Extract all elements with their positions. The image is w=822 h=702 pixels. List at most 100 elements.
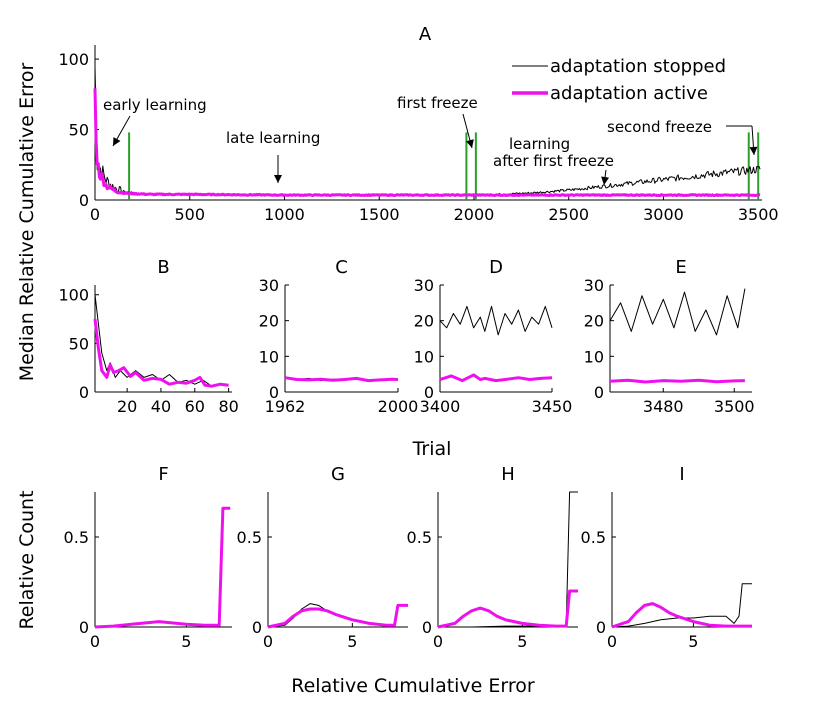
x-tick-label: 0 — [90, 632, 100, 651]
panel-f: F 0 5 0 0.5 — [64, 464, 232, 651]
y-tick-label: 20 — [414, 312, 434, 331]
y-tick-label: 0 — [79, 618, 89, 637]
panel-b: B 20 40 60 80 0 50 100 — [58, 257, 238, 416]
bottom-x-axis-label: Relative Cumulative Error — [291, 675, 535, 697]
x-tick-label: 60 — [185, 397, 205, 416]
panel-i-title: I — [679, 464, 684, 485]
y-tick-label: 0.5 — [64, 528, 89, 547]
y-tick-label: 10 — [584, 347, 604, 366]
panel-d-series-stopped — [439, 305, 553, 336]
y-tick-label: 0.5 — [237, 528, 262, 547]
x-tick-label: 3450 — [532, 397, 573, 416]
annotation-first-freeze: first freeze — [397, 94, 478, 112]
annotation-arrowhead — [113, 137, 121, 146]
annotation-after-first-freeze: after first freeze — [493, 152, 614, 170]
y-tick-label: 0 — [594, 383, 604, 402]
panel-i: I 0 5 0 0.5 — [581, 464, 752, 651]
panel-c: C 1962 2000 0 10 20 30 — [259, 257, 419, 416]
panel-d-series-active — [439, 373, 553, 383]
panel-i-series-active — [611, 602, 752, 629]
y-tick-label: 50 — [69, 334, 89, 353]
x-tick-label: 3480 — [643, 397, 684, 416]
annotation-learning: learning — [509, 135, 570, 153]
annotation-arrowhead — [601, 176, 610, 185]
legend: adaptation stopped adaptation active — [512, 56, 726, 104]
y-tick-label: 50 — [69, 121, 89, 140]
annotation-arrowhead — [274, 175, 282, 183]
y-tick-label: 0 — [252, 618, 262, 637]
panel-d: D 3400 3450 0 10 20 30 — [414, 257, 573, 416]
x-tick-label: 2000 — [454, 205, 495, 224]
relative-count-y-axis-label: Relative Count — [16, 490, 38, 629]
y-tick-label: 20 — [259, 312, 279, 331]
y-tick-label: 0.5 — [407, 528, 432, 547]
x-tick-label: 1000 — [264, 205, 305, 224]
panel-e-series-active — [609, 378, 745, 384]
y-tick-label: 0 — [79, 191, 89, 210]
panels-layer: A0 500 1000 1500 2000 2500 3000 3500050100early… — [58, 24, 778, 651]
y-tick-label: 10 — [414, 347, 434, 366]
panel-c-title: C — [335, 257, 348, 278]
y-tick-label: 20 — [584, 312, 604, 331]
y-tick-label: 0 — [422, 618, 432, 637]
x-tick-label: 2500 — [548, 205, 589, 224]
panel-a-title: A — [419, 24, 432, 45]
panel-b-title: B — [157, 257, 169, 278]
y-tick-label: 0 — [79, 383, 89, 402]
main-y-axis-label: Median Relative Cumulative Error — [16, 63, 38, 382]
panel-e-series-stopped — [609, 288, 746, 336]
x-tick-label: 40 — [151, 397, 171, 416]
y-tick-label: 0 — [269, 383, 279, 402]
y-tick-label: 0 — [424, 383, 434, 402]
annotation-arrowhead — [749, 146, 758, 155]
y-tick-label: 0 — [596, 618, 606, 637]
y-tick-label: 30 — [584, 276, 604, 295]
panel-a: A 0 500 1000 1500 2000 2500 3000 3500 0 50 100 early… — [58, 24, 778, 224]
x-tick-label: 5 — [181, 632, 191, 651]
panel-f-series-active — [94, 506, 231, 629]
x-tick-label: 500 — [174, 205, 205, 224]
legend-active-label: adaptation active — [550, 83, 708, 104]
panel-e: E 3480 3500 0 10 20 30 — [584, 257, 755, 416]
x-tick-label: 20 — [117, 397, 137, 416]
annotation-early-learning: early learning — [103, 96, 207, 114]
x-tick-label: 5 — [517, 632, 527, 651]
x-tick-label: 2000 — [378, 397, 419, 416]
panel-d-title: D — [489, 257, 503, 278]
x-tick-label: 0 — [90, 205, 100, 224]
annotation-late-learning: late learning — [226, 129, 320, 147]
panel-f-series-stopped — [94, 507, 231, 628]
x-tick-label: 3500 — [738, 205, 779, 224]
panel-f-title: F — [158, 464, 168, 485]
y-tick-label: 30 — [414, 276, 434, 295]
annotation-arrowhead — [466, 139, 474, 148]
panel-h-series-active — [437, 589, 578, 629]
panel-a-series-active — [93, 88, 761, 197]
x-tick-label: 0 — [607, 632, 617, 651]
panel-e-title: E — [675, 257, 686, 278]
x-tick-label: 3000 — [643, 205, 684, 224]
x-tick-label: 5 — [688, 632, 698, 651]
panel-g: G 0 5 0 0.5 — [237, 464, 408, 651]
y-tick-label: 0.5 — [581, 528, 606, 547]
panel-c-series-active — [284, 376, 399, 383]
y-tick-label: 30 — [259, 276, 279, 295]
y-tick-label: 10 — [259, 347, 279, 366]
y-tick-label: 100 — [58, 50, 89, 69]
x-tick-label: 0 — [263, 632, 273, 651]
annotation-second-freeze: second freeze — [607, 118, 712, 136]
panel-b-series-active — [93, 318, 229, 388]
panel-h-series-stopped — [438, 491, 578, 628]
y-tick-label: 100 — [58, 286, 89, 305]
x-tick-label: 1500 — [359, 205, 400, 224]
panel-g-series-active — [267, 603, 408, 629]
panel-h: H 0 5 0 0.5 — [407, 464, 578, 651]
legend-stopped-label: adaptation stopped — [550, 56, 726, 77]
x-tick-label: 80 — [218, 397, 238, 416]
x-tick-label: 0 — [433, 632, 443, 651]
panel-g-title: G — [331, 464, 345, 485]
panel-i-series-stopped — [611, 583, 752, 628]
x-tick-label: 3500 — [714, 397, 755, 416]
x-tick-label: 3400 — [420, 397, 461, 416]
